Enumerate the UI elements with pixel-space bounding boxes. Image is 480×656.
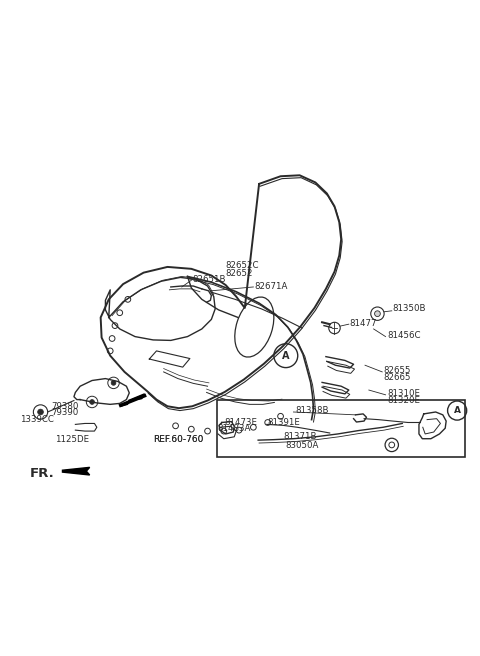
Polygon shape: [62, 467, 90, 475]
Text: 83050A: 83050A: [286, 441, 319, 451]
Text: 79390: 79390: [51, 409, 79, 417]
Text: 1339CC: 1339CC: [21, 415, 54, 424]
Text: 81358B: 81358B: [295, 406, 328, 415]
Text: 82652C: 82652C: [226, 262, 259, 270]
Text: 82671A: 82671A: [254, 281, 288, 291]
Text: 1125DE: 1125DE: [55, 435, 89, 444]
Text: 81483A: 81483A: [217, 424, 251, 433]
Circle shape: [111, 380, 116, 385]
Text: 82651B: 82651B: [192, 275, 226, 284]
Text: 81310E: 81310E: [387, 389, 420, 398]
Text: FR.: FR.: [30, 466, 55, 480]
Text: 82652: 82652: [226, 268, 253, 277]
Text: 81473E: 81473E: [225, 417, 258, 426]
Text: 81320E: 81320E: [387, 396, 420, 405]
Text: REF.60-760: REF.60-760: [153, 435, 204, 443]
Text: A: A: [282, 351, 289, 361]
Text: 81456C: 81456C: [387, 331, 420, 340]
Circle shape: [37, 409, 43, 415]
Text: 79380: 79380: [51, 401, 79, 411]
Text: 81391E: 81391E: [268, 417, 300, 426]
Text: 82655: 82655: [383, 367, 411, 375]
Text: 81371B: 81371B: [283, 432, 316, 441]
Text: 81350B: 81350B: [393, 304, 426, 314]
Text: REF.60-760: REF.60-760: [153, 435, 204, 443]
Text: 81477: 81477: [350, 319, 377, 328]
Circle shape: [90, 400, 95, 404]
Circle shape: [374, 311, 380, 317]
Polygon shape: [128, 394, 144, 401]
Bar: [217, 400, 465, 457]
Text: 82665: 82665: [383, 373, 411, 382]
Polygon shape: [120, 401, 130, 406]
Text: A: A: [454, 406, 461, 415]
